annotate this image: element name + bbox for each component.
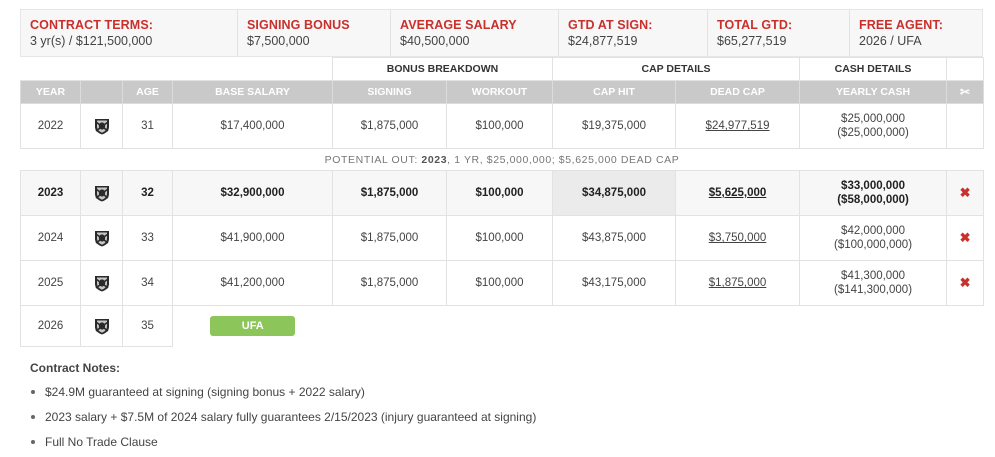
- signing-cell: $1,875,000: [332, 260, 447, 306]
- age-cell: 35: [122, 305, 173, 347]
- cut-cell: ✖: [946, 170, 985, 216]
- base-salary-cell: $41,900,000: [172, 215, 333, 261]
- team-cell: [80, 215, 123, 261]
- close-icon[interactable]: ✖: [959, 230, 971, 245]
- cut-cell: ✖: [946, 260, 985, 306]
- group-bonus-breakdown: BONUS BREAKDOWN: [331, 57, 554, 81]
- cut-cell: ✖: [946, 215, 985, 261]
- dead-cap-cell: $3,750,000: [675, 215, 801, 261]
- workout-cell: $100,000: [445, 215, 554, 261]
- col-team: [80, 80, 123, 104]
- col-cap-hit[interactable]: CAP HIT: [552, 80, 677, 104]
- raiders-shield-icon: [93, 118, 111, 135]
- notes-list: $24.9M guaranteed at signing (signing bo…: [30, 385, 930, 457]
- col-signing[interactable]: SIGNING: [332, 80, 447, 104]
- status-cell: UFA: [172, 305, 333, 347]
- table-row: 2024 33 $41,900,000 $1,875,000 $100,000 …: [20, 215, 985, 261]
- age-cell: 33: [122, 215, 173, 261]
- year-cell: 2024: [20, 215, 81, 261]
- summary-total-gtd: TOTAL GTD: $65,277,519: [708, 10, 850, 56]
- age-cell: 31: [122, 103, 173, 149]
- summary-contract-terms: CONTRACT TERMS: 3 yr(s) / $121,500,000: [21, 10, 238, 56]
- col-year[interactable]: YEAR: [20, 80, 81, 104]
- dead-cap-link[interactable]: $24,977,519: [705, 120, 770, 132]
- cap-hit-cell: $19,375,000: [552, 103, 677, 149]
- table-row: 2023 32 $32,900,000 $1,875,000 $100,000 …: [20, 170, 985, 216]
- dead-cap-link[interactable]: $1,875,000: [708, 277, 767, 289]
- signing-cell: $1,875,000: [332, 103, 447, 149]
- group-header-row: BONUS BREAKDOWN CAP DETAILS CASH DETAILS: [20, 57, 985, 81]
- contract-summary: CONTRACT TERMS: 3 yr(s) / $121,500,000 S…: [20, 9, 983, 57]
- table-row: 2025 34 $41,200,000 $1,875,000 $100,000 …: [20, 260, 985, 306]
- yearly-cash-cell: $25,000,000 ($25,000,000): [799, 103, 948, 149]
- year-cell: 2023: [20, 170, 81, 216]
- contract-notes: Contract Notes: $24.9M guaranteed at sig…: [30, 361, 930, 457]
- age-cell: 34: [122, 260, 173, 306]
- notes-title: Contract Notes:: [30, 361, 121, 375]
- yearly-cash-cell: $33,000,000 ($58,000,000): [799, 170, 948, 216]
- summary-gtd-at-sign: GTD AT SIGN: $24,877,519: [559, 10, 708, 56]
- col-cut: ✂: [946, 80, 985, 104]
- ufa-badge: UFA: [210, 316, 296, 337]
- list-item: $24.9M guaranteed at signing (signing bo…: [30, 385, 930, 410]
- potential-out-row: POTENTIAL OUT: 2023, 1 YR, $25,000,000; …: [20, 148, 984, 171]
- team-cell: [80, 260, 123, 306]
- cut-cell: [946, 103, 985, 149]
- col-workout[interactable]: WORKOUT: [445, 80, 554, 104]
- year-cell: 2022: [20, 103, 81, 149]
- col-dead-cap[interactable]: DEAD CAP: [675, 80, 801, 104]
- year-cell: 2026: [20, 305, 81, 347]
- scissors-icon: ✂: [960, 85, 971, 99]
- team-cell: [80, 170, 123, 216]
- col-yearly-cash[interactable]: YEARLY CASH: [799, 80, 948, 104]
- summary-signing-bonus: SIGNING BONUS $7,500,000: [238, 10, 391, 56]
- signing-cell: $1,875,000: [332, 170, 447, 216]
- yearly-cash-cell: $42,000,000 ($100,000,000): [799, 215, 948, 261]
- team-cell: [80, 103, 123, 149]
- dead-cap-link[interactable]: $3,750,000: [708, 232, 767, 244]
- signing-cell: $1,875,000: [332, 215, 447, 261]
- yearly-cash-cell: $41,300,000 ($141,300,000): [799, 260, 948, 306]
- dead-cap-link[interactable]: $5,625,000: [708, 187, 767, 199]
- raiders-shield-icon: [93, 275, 111, 292]
- cap-hit-cell: $34,875,000: [552, 170, 677, 216]
- table-row: 2022 31 $17,400,000 $1,875,000 $100,000 …: [20, 103, 985, 149]
- close-icon[interactable]: ✖: [959, 275, 971, 290]
- summary-average-salary: AVERAGE SALARY $40,500,000: [391, 10, 559, 56]
- dead-cap-cell: $24,977,519: [675, 103, 801, 149]
- raiders-shield-icon: [93, 185, 111, 202]
- year-cell: 2025: [20, 260, 81, 306]
- cap-hit-cell: $43,175,000: [552, 260, 677, 306]
- table-row: 2026 35 UFA: [20, 305, 984, 347]
- base-salary-cell: $41,200,000: [172, 260, 333, 306]
- workout-cell: $100,000: [445, 260, 554, 306]
- group-cap-details: CAP DETAILS: [552, 57, 801, 81]
- close-icon[interactable]: ✖: [959, 185, 971, 200]
- dead-cap-cell: $1,875,000: [675, 260, 801, 306]
- raiders-shield-icon: [93, 318, 111, 335]
- cap-hit-cell: $43,875,000: [552, 215, 677, 261]
- dead-cap-cell: $5,625,000: [675, 170, 801, 216]
- workout-cell: $100,000: [445, 170, 554, 216]
- team-cell: [80, 305, 123, 347]
- workout-cell: $100,000: [445, 103, 554, 149]
- column-header-row: YEAR AGE BASE SALARY SIGNING WORKOUT CAP…: [20, 80, 985, 104]
- list-item: Full No Trade Clause: [30, 435, 930, 457]
- contract-table: BONUS BREAKDOWN CAP DETAILS CASH DETAILS…: [20, 57, 985, 347]
- col-age[interactable]: AGE: [122, 80, 173, 104]
- base-salary-cell: $17,400,000: [172, 103, 333, 149]
- list-item: 2023 salary + $7.5M of 2024 salary fully…: [30, 410, 930, 435]
- base-salary-cell: $32,900,000: [172, 170, 333, 216]
- raiders-shield-icon: [93, 230, 111, 247]
- group-cash-details: CASH DETAILS: [799, 57, 948, 81]
- summary-free-agent: FREE AGENT: 2026 / UFA: [859, 18, 943, 48]
- col-base-salary[interactable]: BASE SALARY: [172, 80, 333, 104]
- age-cell: 32: [122, 170, 173, 216]
